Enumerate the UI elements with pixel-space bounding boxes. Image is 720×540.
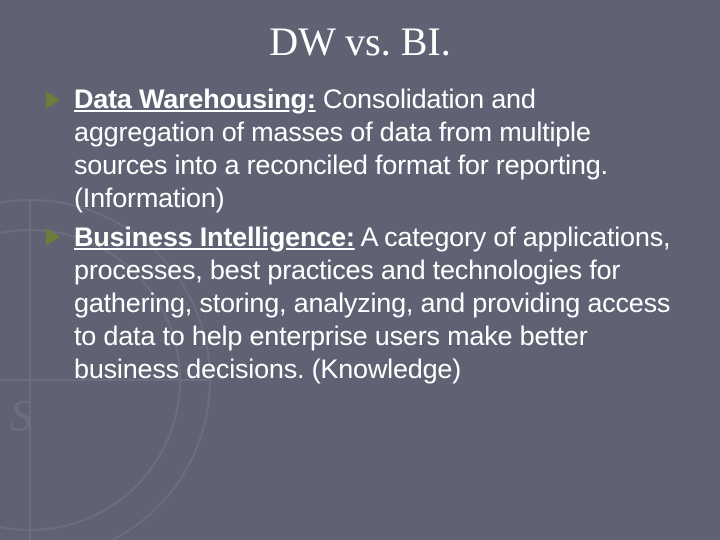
bullet-list: Data Warehousing: Consolidation and aggr… bbox=[46, 83, 680, 385]
bullet-arrow-icon bbox=[46, 228, 60, 246]
bullet-arrow-icon bbox=[46, 91, 60, 109]
term-text: Data Warehousing: bbox=[74, 84, 316, 114]
svg-text:S: S bbox=[10, 391, 32, 440]
page-title: DW vs. BI. bbox=[40, 18, 680, 65]
list-item: Data Warehousing: Consolidation and aggr… bbox=[46, 83, 680, 215]
slide-container: DW vs. BI. Data Warehousing: Consolidati… bbox=[0, 0, 720, 385]
term-text: Business Intelligence: bbox=[74, 222, 355, 252]
list-item: Business Intelligence: A category of app… bbox=[46, 221, 680, 386]
